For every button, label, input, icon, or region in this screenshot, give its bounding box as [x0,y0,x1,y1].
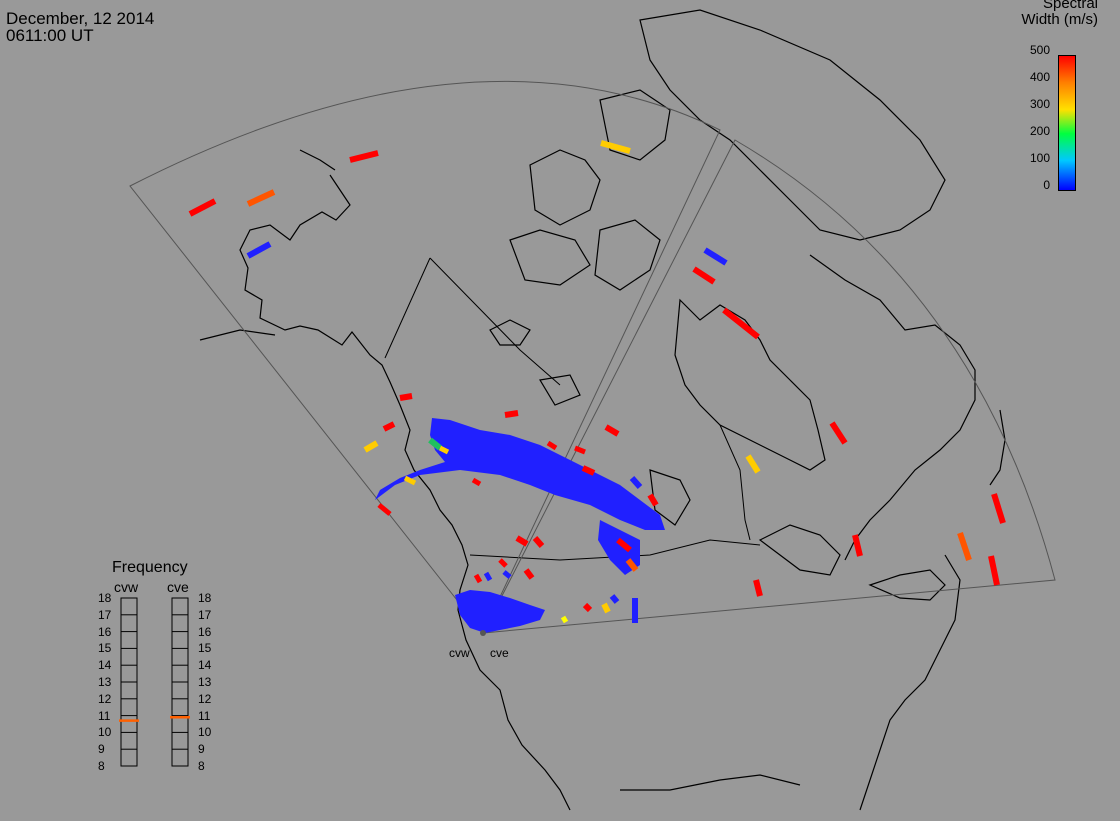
colorbar-title-line2: Width (m/s) [1021,11,1098,28]
frequency-title: Frequency [112,559,188,576]
frequency-tick-right: 8 [198,759,205,773]
colorbar-tick: 100 [1029,151,1050,165]
colorbar [1058,55,1076,191]
colorbar-tick: 300 [1029,97,1050,111]
frequency-tick-left: 15 [98,641,112,656]
frequency-tick-left: 10 [98,725,112,740]
radar-site [480,630,486,636]
frequency-tick-right: 17 [198,607,212,622]
site-label-cve: cve [490,646,509,660]
colorbar-tick: 500 [1029,43,1050,57]
frequency-tick-left: 14 [98,658,112,673]
colorbar-title-line1: Spectral [1042,0,1098,12]
frequency-tick-right: 9 [198,742,205,757]
coastlines [199,9,1006,811]
colorbar-tick: 0 [1043,178,1050,192]
frequency-tick-right: 14 [198,658,212,673]
frequency-tick-left: 12 [98,691,112,706]
frequency-tick-left: 16 [98,624,112,639]
frequency-tick-left: 8 [98,759,105,773]
scatter-near-radar [455,590,638,633]
colorbar-tick: 200 [1029,124,1050,138]
colorbar-tick: 400 [1029,70,1050,84]
frequency-tick-right: 10 [198,725,212,740]
frequency-tick-right: 16 [198,624,212,639]
frequency-label-cvw: cvw [114,579,139,595]
frequency-tick-left: 13 [98,675,112,689]
frequency-gauges [119,597,190,767]
political-borders [384,257,761,561]
site-label-cvw: cvw [449,646,470,660]
frequency-label-cve: cve [167,579,189,595]
frequency-tick-right: 12 [198,691,212,706]
time-label: 0611:00 UT [6,26,94,45]
radar-fov-outlines [129,80,1056,634]
frequency-tick-right: 11 [198,708,211,723]
frequency-tick-left: 18 [98,591,112,605]
frequency-tick-left: 11 [98,708,111,723]
scatter-echoes [188,140,1006,624]
frequency-tick-right: 18 [198,591,212,605]
frequency-gauge-cvw [119,597,139,767]
frequency-tick-left: 9 [98,742,105,757]
date-label: December, 12 2014 [6,9,155,28]
frequency-tick-right: 13 [198,675,212,689]
frequency-tick-left: 17 [98,607,112,622]
frequency-tick-right: 15 [198,641,212,656]
frequency-gauge-cve [170,597,190,767]
